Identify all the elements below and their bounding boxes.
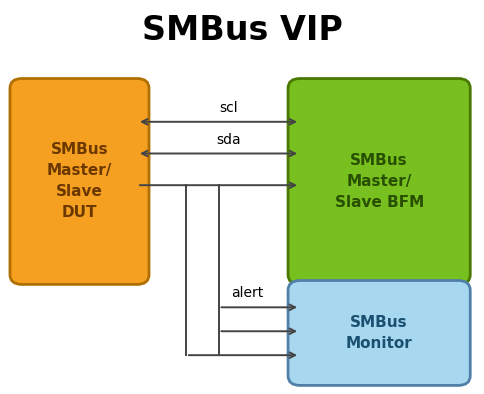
Text: SMBus
Master/
Slave BFM: SMBus Master/ Slave BFM [334, 153, 423, 210]
FancyBboxPatch shape [10, 78, 149, 284]
Text: SMBus VIP: SMBus VIP [142, 15, 342, 47]
FancyBboxPatch shape [287, 281, 469, 385]
Text: SMBus
Master/
Slave
DUT: SMBus Master/ Slave DUT [46, 143, 112, 221]
Text: sda: sda [215, 132, 240, 147]
Text: scl: scl [218, 101, 237, 115]
FancyBboxPatch shape [287, 78, 469, 284]
Text: SMBus
Monitor: SMBus Monitor [345, 315, 412, 351]
Text: alert: alert [230, 286, 263, 300]
